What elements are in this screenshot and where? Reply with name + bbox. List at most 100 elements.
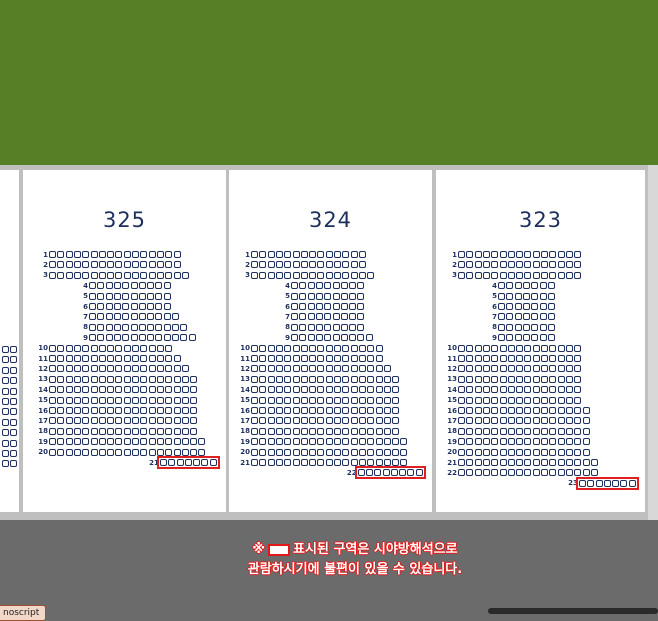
seat[interactable] [325,407,333,414]
seat[interactable] [309,344,317,352]
seat[interactable] [57,375,65,383]
seat[interactable] [307,303,315,310]
seat[interactable] [300,375,308,383]
seat[interactable] [524,271,532,279]
seat[interactable] [358,448,366,456]
seat[interactable] [82,261,90,269]
seat[interactable] [466,386,474,394]
seat[interactable] [251,261,258,269]
seat[interactable] [532,365,540,373]
section-card-323[interactable]: 323 1 2 3 4 5 6 7 8 9 10 11 12 13 14 15 16 17 18 19 20 21 22 2… [436,170,645,512]
seat[interactable] [173,375,181,383]
seat[interactable] [259,344,267,352]
seat[interactable] [300,427,308,435]
seat[interactable] [190,417,198,425]
seat[interactable] [65,396,73,404]
seat[interactable] [292,365,300,373]
seat[interactable] [507,251,515,258]
seat[interactable] [549,355,557,362]
seat[interactable] [190,386,198,394]
seat[interactable] [267,261,275,269]
seat[interactable] [522,313,530,321]
seat[interactable] [317,407,325,414]
seat[interactable] [499,261,507,269]
seat[interactable] [181,396,189,404]
seat[interactable] [514,282,522,290]
seat[interactable] [491,396,499,404]
seat[interactable] [73,271,81,279]
seat[interactable] [291,313,298,321]
seat[interactable] [309,261,317,269]
seat[interactable] [173,271,181,279]
seat[interactable] [275,365,283,373]
seat[interactable] [557,459,565,466]
seat[interactable] [383,407,391,414]
seat[interactable] [90,344,98,352]
seat[interactable] [107,355,115,362]
seat[interactable] [292,251,300,258]
seat[interactable] [375,344,383,352]
seat[interactable] [324,323,332,331]
seat[interactable] [181,386,189,394]
seat[interactable] [284,365,292,373]
seat[interactable] [10,460,18,468]
seat[interactable] [115,417,123,425]
seat[interactable] [522,303,530,310]
seat[interactable] [482,261,490,269]
seat[interactable] [284,344,292,352]
seat[interactable] [334,386,341,394]
seat[interactable] [155,313,163,321]
seat[interactable] [90,417,98,425]
seat[interactable] [516,417,524,425]
seat[interactable] [342,365,350,373]
seat[interactable] [73,396,81,404]
seat[interactable] [115,365,123,373]
seat[interactable] [267,407,275,414]
seat[interactable] [73,417,81,425]
seat[interactable] [165,396,173,404]
seat[interactable] [582,448,590,456]
seat[interactable] [324,334,332,342]
seat[interactable] [342,251,350,258]
seat[interactable] [466,469,474,477]
seat[interactable] [132,448,139,456]
seat[interactable] [516,386,524,394]
seat[interactable] [522,292,530,300]
seat[interactable] [358,365,366,373]
seat[interactable] [466,375,474,383]
seat[interactable] [115,396,123,404]
seat[interactable] [357,292,365,300]
seat[interactable] [539,292,547,300]
seat[interactable] [383,365,391,373]
seat[interactable] [299,282,307,290]
seat[interactable] [148,365,156,373]
seat[interactable] [275,355,283,362]
seat[interactable] [458,438,465,446]
seat[interactable] [132,417,139,425]
seat[interactable] [165,344,173,352]
seat[interactable] [156,261,164,269]
seat[interactable] [165,261,173,269]
seat[interactable] [549,344,557,352]
seat[interactable] [474,417,482,425]
seat[interactable] [155,292,163,300]
seat[interactable] [557,427,565,435]
seat[interactable] [97,334,105,342]
seat[interactable] [173,407,181,414]
seat[interactable] [267,344,275,352]
seat[interactable] [358,355,366,362]
seat[interactable] [309,459,317,466]
seat[interactable] [582,469,590,477]
seat[interactable] [531,323,539,331]
seat[interactable] [325,355,333,362]
seat[interactable] [98,448,106,456]
seat[interactable] [458,469,465,477]
seat[interactable] [474,261,482,269]
seat[interactable] [383,438,391,446]
seat[interactable] [541,469,548,477]
seat[interactable] [140,448,148,456]
seat[interactable] [358,417,366,425]
seat[interactable] [115,427,123,435]
seat[interactable] [375,427,383,435]
seat[interactable] [148,448,156,456]
